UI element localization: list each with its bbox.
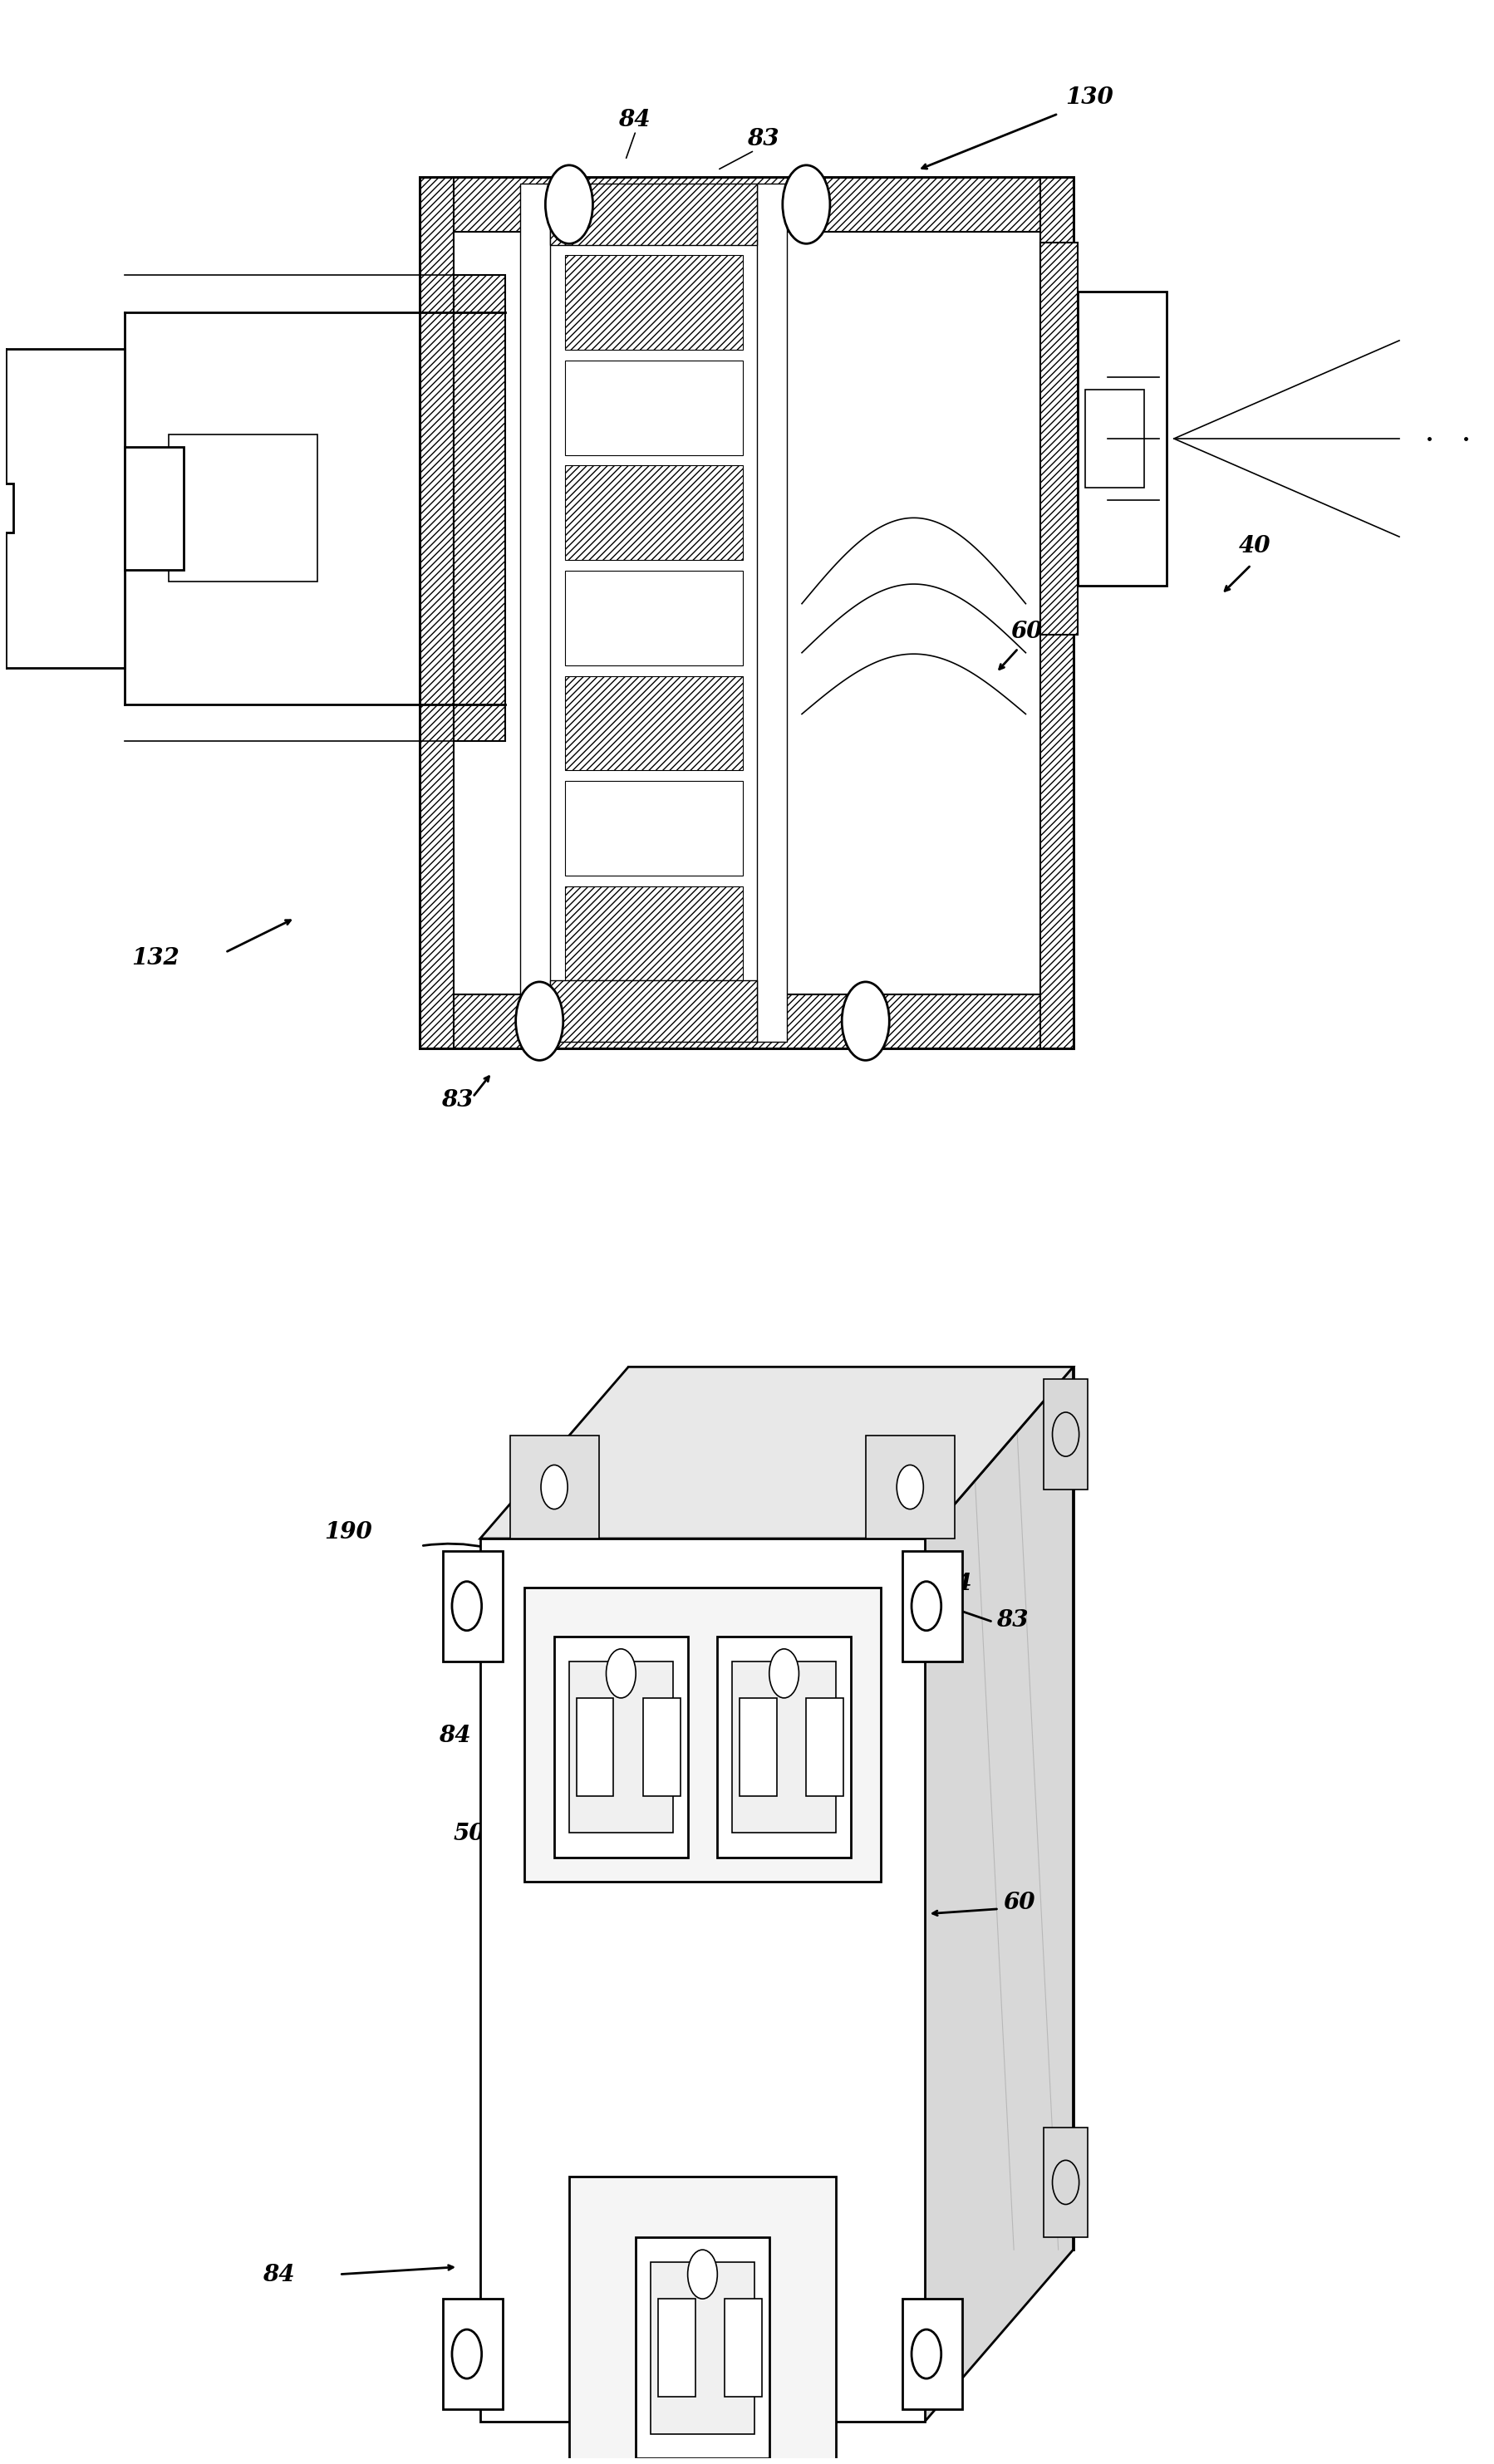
Bar xyxy=(569,2176,837,2464)
Text: 84: 84 xyxy=(917,1027,950,1050)
Bar xyxy=(565,887,743,981)
Bar xyxy=(740,1698,777,1796)
Polygon shape xyxy=(480,1538,925,2422)
Bar xyxy=(565,360,743,456)
Bar xyxy=(902,2299,962,2410)
Bar xyxy=(1040,241,1077,636)
Text: 60: 60 xyxy=(1004,1892,1035,1915)
Bar xyxy=(0,483,13,532)
Circle shape xyxy=(545,165,593,244)
Text: 84: 84 xyxy=(940,1572,971,1594)
Bar xyxy=(657,2299,695,2397)
Bar xyxy=(565,781,743,875)
Text: 83: 83 xyxy=(996,1609,1028,1631)
Bar xyxy=(444,2299,502,2410)
Bar xyxy=(565,675,743,771)
Bar xyxy=(454,276,505,742)
Circle shape xyxy=(1052,1412,1079,1456)
Bar xyxy=(569,1661,672,1833)
Text: 84: 84 xyxy=(263,2264,294,2287)
Text: 50: 50 xyxy=(454,1823,486,1846)
Bar xyxy=(902,1550,962,1661)
Circle shape xyxy=(515,981,563,1060)
Bar xyxy=(6,350,124,668)
Bar xyxy=(1043,2126,1088,2237)
Circle shape xyxy=(453,2328,481,2378)
Bar xyxy=(421,993,1073,1047)
Text: 84: 84 xyxy=(619,108,650,131)
Circle shape xyxy=(607,1648,636,1698)
Bar xyxy=(550,981,757,1042)
Circle shape xyxy=(783,165,831,244)
Text: 130: 130 xyxy=(1065,86,1113,108)
Circle shape xyxy=(687,2250,717,2299)
Bar xyxy=(565,466,743,559)
Text: 83: 83 xyxy=(442,1089,474,1111)
Bar xyxy=(520,185,550,1042)
Bar xyxy=(725,2299,762,2397)
Circle shape xyxy=(541,1466,568,1508)
Circle shape xyxy=(1052,2161,1079,2205)
Text: 132: 132 xyxy=(131,490,179,513)
Circle shape xyxy=(911,2328,941,2378)
Bar xyxy=(444,1550,502,1661)
Polygon shape xyxy=(480,1368,1073,1538)
Circle shape xyxy=(896,1466,923,1508)
Circle shape xyxy=(911,1582,941,1631)
Text: 190: 190 xyxy=(324,1520,372,1542)
Bar xyxy=(421,177,1073,232)
Bar xyxy=(865,1437,955,1538)
Bar xyxy=(565,256,743,350)
Text: 132: 132 xyxy=(131,946,179,971)
Bar xyxy=(1085,389,1144,488)
Bar xyxy=(636,2237,769,2459)
Polygon shape xyxy=(925,1368,1073,2422)
Bar xyxy=(644,1698,680,1796)
Text: 40: 40 xyxy=(1239,535,1271,557)
Bar xyxy=(169,434,317,582)
Bar xyxy=(554,1636,687,1858)
Bar xyxy=(565,572,743,665)
Bar xyxy=(1040,177,1073,1047)
Bar xyxy=(421,177,1073,1047)
Bar xyxy=(807,1698,843,1796)
Bar xyxy=(421,177,454,1047)
Bar xyxy=(717,1636,850,1858)
Text: 60: 60 xyxy=(1011,621,1043,643)
Bar xyxy=(732,1661,837,1833)
Polygon shape xyxy=(629,1368,1073,2250)
Circle shape xyxy=(453,1582,481,1631)
Bar xyxy=(1077,291,1167,586)
Bar xyxy=(124,446,184,569)
Text: 83: 83 xyxy=(747,128,778,150)
Circle shape xyxy=(769,1648,799,1698)
Bar xyxy=(509,1437,599,1538)
Circle shape xyxy=(843,981,889,1060)
Bar xyxy=(550,185,757,244)
Bar xyxy=(757,185,787,1042)
Text: 50: 50 xyxy=(1095,503,1128,525)
Bar xyxy=(1043,1380,1088,1491)
Bar xyxy=(651,2262,754,2434)
Bar xyxy=(577,1698,614,1796)
Text: 60: 60 xyxy=(829,2203,861,2225)
Text: 84: 84 xyxy=(439,1725,471,1747)
Bar xyxy=(524,1587,880,1882)
